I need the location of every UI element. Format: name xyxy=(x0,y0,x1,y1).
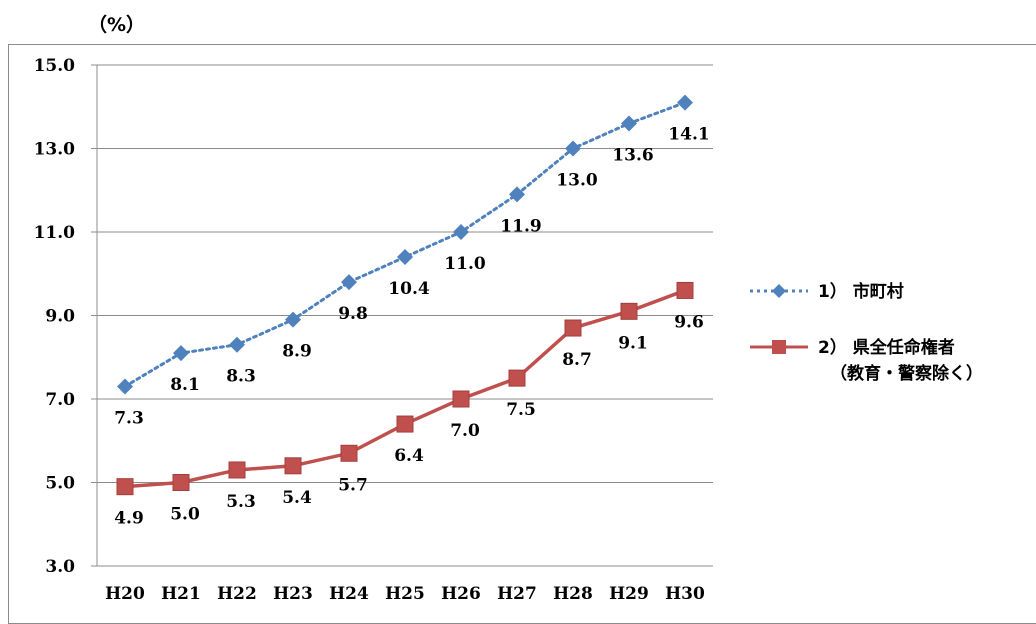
unit-label: （%） xyxy=(88,14,146,36)
x-tick-label: H26 xyxy=(441,584,481,604)
data-label: 8.7 xyxy=(562,350,592,370)
x-tick-label: H29 xyxy=(609,584,649,604)
data-label: 5.7 xyxy=(338,475,368,495)
series-line-1 xyxy=(123,101,687,388)
y-tick-label: 7.0 xyxy=(45,390,75,410)
data-point-marker xyxy=(284,457,302,475)
data-label: 8.9 xyxy=(282,342,312,362)
data-label: 7.5 xyxy=(506,400,536,420)
data-point-marker xyxy=(452,390,470,408)
x-tick-label: H27 xyxy=(497,584,537,604)
data-label: 8.1 xyxy=(170,375,200,395)
data-label: 11.0 xyxy=(444,254,486,274)
data-point-marker xyxy=(620,302,638,320)
data-point-marker xyxy=(285,311,301,328)
y-tick-label: 5.0 xyxy=(45,474,75,494)
data-point-marker xyxy=(676,281,694,299)
data-point-marker xyxy=(677,94,693,111)
legend-marker-2 xyxy=(772,340,786,354)
data-label: 5.0 xyxy=(170,505,200,525)
y-tick-label: 15.0 xyxy=(34,56,76,76)
data-point-marker xyxy=(621,115,637,132)
y-tick-label: 11.0 xyxy=(34,223,76,243)
data-point-marker xyxy=(228,461,246,479)
legend-label-2-line2: （教育・警察除く） xyxy=(830,363,983,384)
legend: 1） 市町村 2） 県全任命権者 （教育・警察除く） xyxy=(750,281,983,384)
data-labels: 7.3 8.1 8.3 8.9 9.8 10.4 11.0 11.9 13.0 13.6 14.1 4… xyxy=(114,125,709,529)
data-label: 7.3 xyxy=(114,408,144,428)
data-label: 8.3 xyxy=(226,367,256,387)
data-label: 10.4 xyxy=(388,279,430,299)
data-point-marker xyxy=(116,478,134,496)
data-point-marker xyxy=(172,474,190,491)
data-label: 13.6 xyxy=(612,145,653,165)
x-tick-label: H28 xyxy=(553,584,593,604)
data-point-marker xyxy=(340,444,358,462)
data-label: 13.0 xyxy=(556,171,598,191)
y-tick-label: 13.0 xyxy=(34,140,76,160)
data-point-marker xyxy=(509,186,525,203)
data-label: 9.6 xyxy=(674,312,704,332)
data-point-marker xyxy=(565,140,581,157)
x-tick-label: H22 xyxy=(217,584,257,604)
data-point-marker xyxy=(341,274,357,291)
x-tick-label: H25 xyxy=(385,584,425,604)
series-group xyxy=(116,94,694,496)
line-chart: 3.0 5.0 7.0 9.0 11.0 13.0 15.0 H20 H21 H22 H23 H24… xyxy=(34,56,983,604)
data-point-marker xyxy=(396,415,414,433)
data-label: 9.1 xyxy=(618,333,648,353)
data-label: 11.9 xyxy=(500,216,541,236)
data-label: 9.8 xyxy=(338,304,368,324)
y-tick-label: 9.0 xyxy=(45,307,75,327)
y-axis-ticks: 3.0 5.0 7.0 9.0 11.0 13.0 15.0 xyxy=(34,56,76,577)
x-tick-label: H24 xyxy=(329,584,369,604)
legend-marker-1 xyxy=(772,284,786,298)
data-point-marker xyxy=(229,336,245,353)
x-tick-label: H21 xyxy=(161,584,201,604)
y-tick-label: 3.0 xyxy=(45,557,75,577)
data-label: 5.4 xyxy=(282,488,312,508)
data-point-marker xyxy=(508,369,526,387)
data-label: 5.3 xyxy=(226,492,256,512)
data-label: 6.4 xyxy=(394,446,424,466)
data-label: 4.9 xyxy=(114,509,144,529)
x-tick-label: H23 xyxy=(273,584,313,604)
x-axis-ticks: H20 H21 H22 H23 H24 H25 H26 H27 H28 H29 H30 xyxy=(105,584,705,604)
data-point-marker xyxy=(117,378,133,395)
data-point-marker xyxy=(173,345,189,362)
data-label: 7.0 xyxy=(450,421,480,441)
legend-label-2: 2） 県全任命権者 xyxy=(818,337,955,358)
legend-label-1: 1） 市町村 xyxy=(818,281,904,302)
data-point-marker xyxy=(564,319,582,337)
data-point-marker xyxy=(453,224,469,240)
data-point-marker xyxy=(397,249,413,266)
x-tick-label: H20 xyxy=(105,584,145,604)
x-tick-label: H30 xyxy=(665,584,705,604)
data-label: 14.1 xyxy=(668,125,709,145)
axes xyxy=(91,64,98,567)
